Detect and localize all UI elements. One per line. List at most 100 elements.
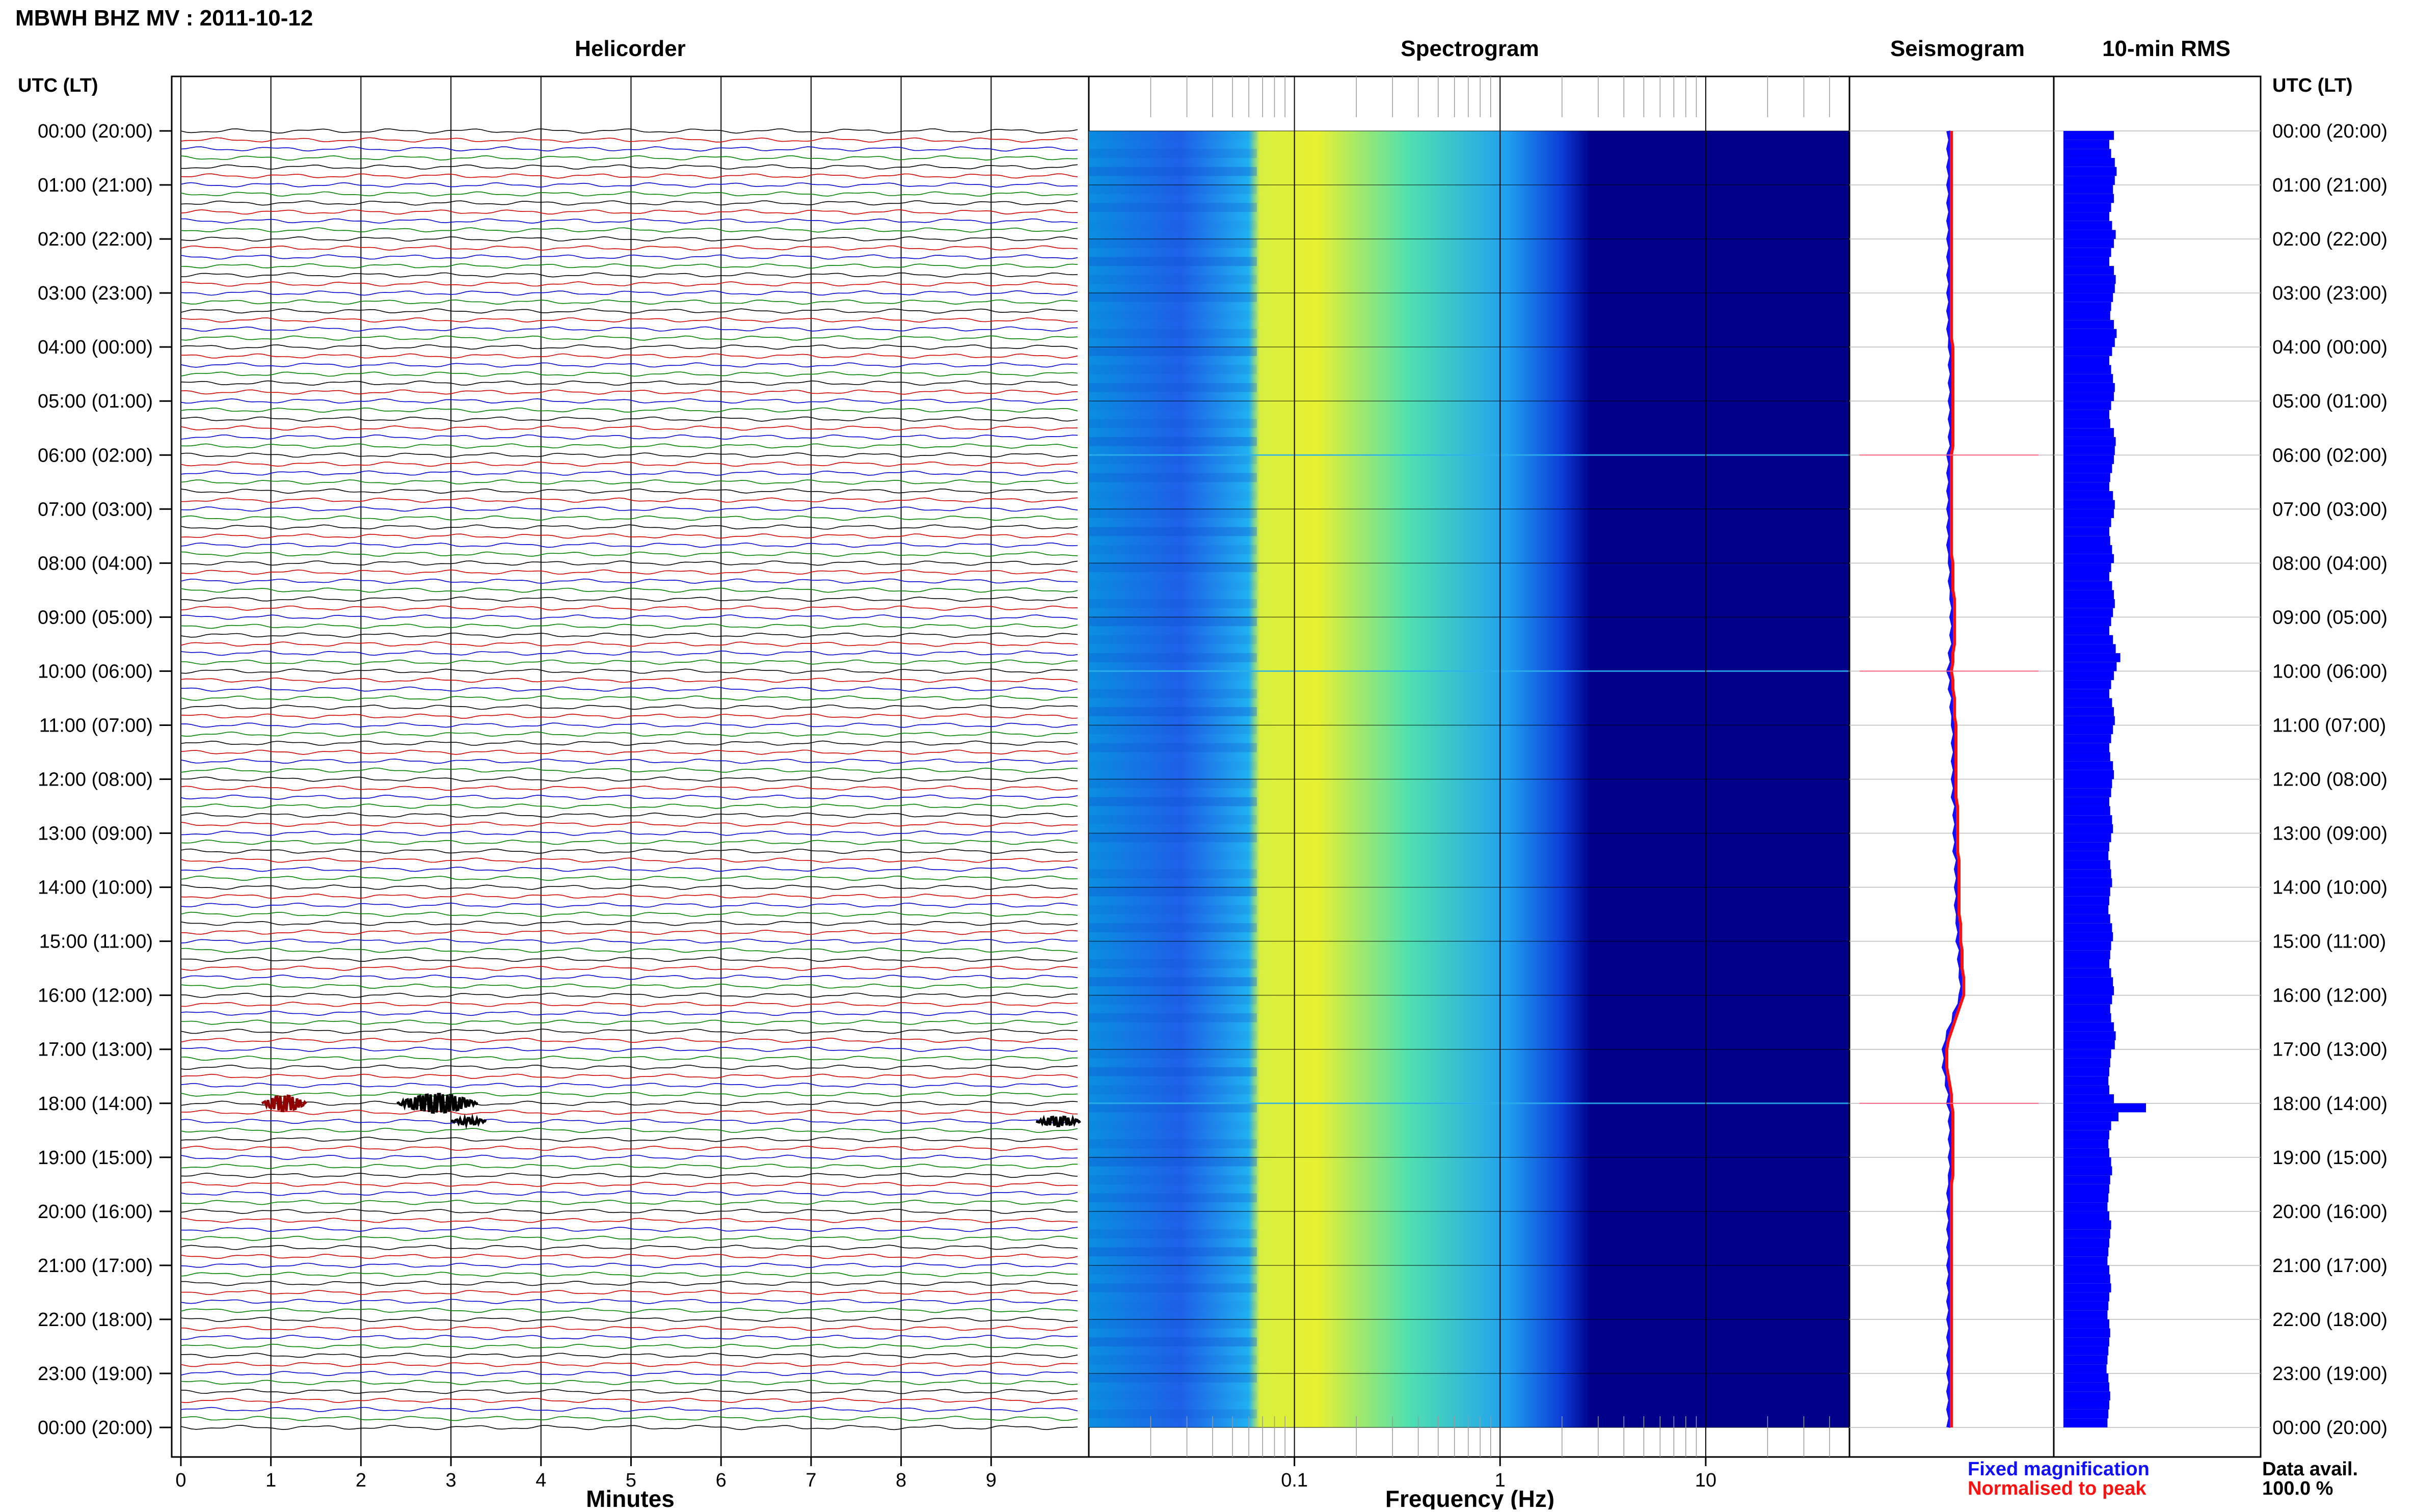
- rms-bar: [2063, 239, 2114, 248]
- rms-bar: [2063, 689, 2109, 698]
- rms-bar: [2063, 1166, 2112, 1176]
- rms-bar: [2063, 1409, 2109, 1419]
- helicorder-trace: [180, 794, 1078, 800]
- spectrogram-row-band: [1089, 725, 1257, 735]
- minute-tick-label: 8: [896, 1470, 906, 1491]
- rms-bar: [2063, 1256, 2108, 1265]
- minute-tick-label: 1: [265, 1470, 276, 1491]
- spectrogram-row-band: [1089, 1121, 1257, 1130]
- rms-bar: [2063, 329, 2117, 338]
- hour-label-right: 06:00 (02:00): [2272, 445, 2387, 466]
- helicorder-event: [450, 1113, 487, 1129]
- rms-bar: [2063, 1130, 2109, 1140]
- helicorder-trace: [180, 975, 1078, 980]
- rms-bar: [2063, 707, 2114, 716]
- spectrogram-row-band: [1089, 257, 1257, 266]
- spectrogram-row-band: [1089, 851, 1257, 860]
- rms-bar: [2063, 185, 2113, 194]
- rms-bar: [2063, 1382, 2109, 1392]
- helicorder-trace: [181, 218, 1078, 224]
- rms-bar: [2063, 194, 2114, 203]
- seismogram-normalised-trace: [1945, 131, 1965, 1427]
- helicorder-trace: [180, 506, 1078, 512]
- rms-bar: [2063, 1076, 2109, 1086]
- hour-label-left: 05:00 (01:00): [38, 391, 153, 412]
- helicorder-trace: [181, 164, 1078, 170]
- legend-normalised: Normalised to peak: [1968, 1478, 2146, 1499]
- helicorder-trace: [180, 569, 1078, 575]
- hour-label-right: 15:00 (11:00): [2272, 931, 2386, 953]
- hour-label-left: 19:00 (15:00): [38, 1147, 153, 1169]
- rms-bar: [2063, 131, 2114, 140]
- helicorder-trace: [180, 335, 1078, 341]
- spectrogram-row-band: [1089, 1337, 1257, 1346]
- helicorder-trace: [180, 884, 1078, 890]
- helicorder-trace: [180, 1073, 1078, 1079]
- rms-bar: [2063, 1229, 2110, 1238]
- helicorder-trace: [180, 668, 1078, 674]
- helicorder-trace: [180, 515, 1078, 521]
- helicorder-trace: [180, 992, 1078, 998]
- minute-tick-label: 0: [175, 1470, 186, 1491]
- helicorder-trace: [180, 1245, 1078, 1250]
- rms-bar: [2063, 1085, 2109, 1095]
- rms-bar: [2063, 284, 2115, 293]
- rms-bar: [2063, 554, 2114, 563]
- hour-label-right: 23:00 (19:00): [2272, 1363, 2387, 1385]
- spectrogram-row-band: [1089, 1229, 1257, 1238]
- rms-bar: [2063, 464, 2112, 473]
- helicorder-trace: [180, 614, 1078, 620]
- helicorder-event: [396, 1093, 478, 1114]
- rms-bar: [2063, 590, 2114, 600]
- hour-label-left: 02:00 (22:00): [38, 229, 153, 250]
- helicorder-trace: [180, 686, 1078, 692]
- spectrogram-row-band: [1089, 1355, 1257, 1365]
- helicorder-trace: [180, 875, 1078, 881]
- hour-label-right: 18:00 (14:00): [2272, 1093, 2387, 1115]
- spectrogram-xlabel: Frequency (Hz): [1385, 1486, 1554, 1509]
- spectrogram-row-band: [1089, 311, 1257, 320]
- rms-bar: [2063, 797, 2109, 806]
- helicorder-trace: [180, 308, 1078, 314]
- helicorder-trace: [180, 956, 1078, 962]
- rms-bar: [2063, 536, 2110, 545]
- rms-bar: [2063, 176, 2115, 185]
- rms-bar: [2063, 518, 2111, 527]
- helicorder-trace: [180, 705, 1078, 710]
- helicorder-trace: [180, 443, 1078, 449]
- helicorder-trace: [180, 921, 1078, 926]
- rms-bar: [2063, 1067, 2109, 1076]
- rms-bar: [2063, 212, 2109, 221]
- rms-bar: [2063, 392, 2114, 401]
- rms-bar: [2063, 1031, 2116, 1041]
- helicorder-trace: [180, 1110, 1078, 1115]
- rms-bar: [2063, 968, 2111, 978]
- hour-label-right: 16:00 (12:00): [2272, 985, 2387, 1007]
- helicorder-trace: [180, 479, 1078, 485]
- rms-bar: [2063, 428, 2114, 437]
- helicorder-trace: [180, 1227, 1078, 1232]
- helicorder-trace: [180, 461, 1078, 467]
- rms-bar: [2063, 842, 2109, 851]
- rms-bar: [2063, 815, 2112, 824]
- helicorder-trace: [180, 867, 1078, 872]
- rms-bar: [2063, 608, 2113, 617]
- hour-label-left: 20:00 (16:00): [38, 1201, 153, 1223]
- rms-bar: [2063, 1184, 2109, 1194]
- helicorder-trace: [180, 758, 1078, 764]
- helicorder-trace: [180, 137, 1078, 143]
- hour-label-left: 12:00 (08:00): [38, 769, 153, 791]
- rms-bar: [2063, 302, 2111, 311]
- helicorder-trace: [180, 542, 1078, 548]
- helicorder-trace: [180, 1289, 1078, 1295]
- minute-tick-label: 5: [626, 1470, 636, 1491]
- helicorder-trace: [180, 1100, 1078, 1106]
- rms-bar: [2063, 896, 2109, 905]
- rms-bar: [2063, 1328, 2110, 1338]
- helicorder-trace: [180, 821, 1078, 827]
- rms-bar: [2063, 869, 2111, 878]
- rms-bar: [2063, 743, 2109, 752]
- spectrogram-row-band: [1089, 275, 1257, 284]
- helicorder-trace: [180, 1056, 1078, 1061]
- rms-bar: [2063, 1265, 2109, 1275]
